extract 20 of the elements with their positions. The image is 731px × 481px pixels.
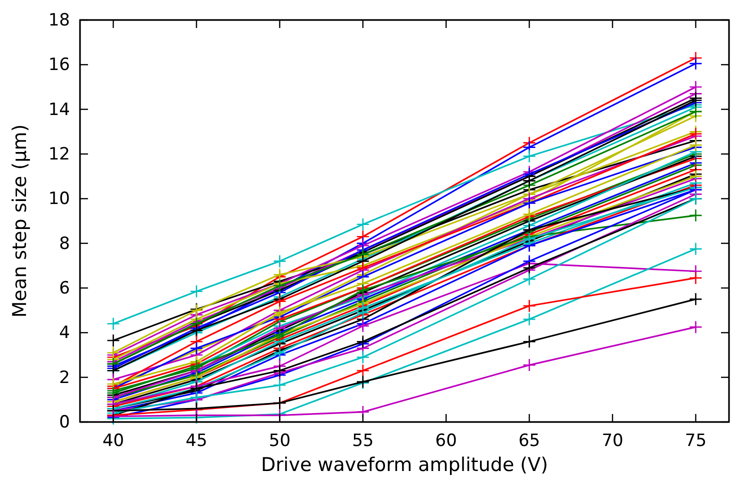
y-tick-label: 14 bbox=[48, 100, 70, 120]
x-tick-label: 70 bbox=[602, 431, 624, 452]
y-tick-label: 16 bbox=[48, 55, 70, 76]
y-tick-label: 18 bbox=[48, 10, 70, 30]
x-tick-label: 75 bbox=[684, 431, 707, 452]
x-tick-label: 40 bbox=[102, 431, 124, 452]
x-tick-label: 60 bbox=[435, 431, 457, 452]
y-tick-label: 10 bbox=[48, 189, 70, 210]
y-tick-label: 2 bbox=[59, 368, 70, 388]
x-tick-label: 50 bbox=[268, 431, 291, 452]
y-axis-title: Mean step size (µm) bbox=[9, 124, 31, 318]
x-tick-label: 55 bbox=[352, 431, 374, 452]
x-axis-title: Drive waveform amplitude (V) bbox=[260, 454, 548, 476]
y-tick-label: 8 bbox=[59, 234, 70, 254]
y-tick-label: 12 bbox=[48, 144, 70, 164]
y-tick-label: 0 bbox=[59, 412, 70, 432]
y-tick-label: 6 bbox=[59, 278, 70, 298]
y-tick-label: 4 bbox=[59, 323, 70, 344]
x-tick-label: 65 bbox=[518, 431, 540, 452]
x-tick-label: 45 bbox=[186, 431, 208, 452]
